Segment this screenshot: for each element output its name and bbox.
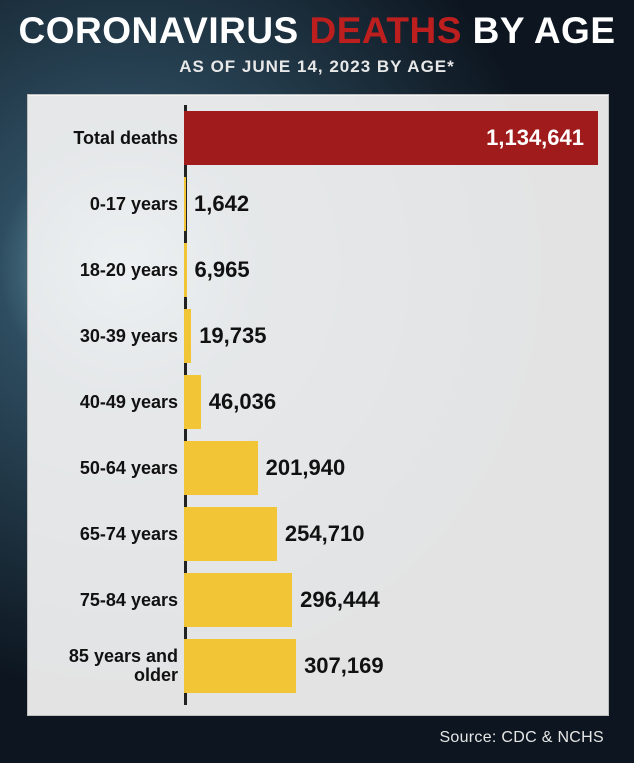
bar-row: Total deaths 1,134,641 xyxy=(28,105,608,171)
bar-value: 307,169 xyxy=(304,653,384,679)
bar-label: 40-49 years xyxy=(28,393,184,412)
bar-area: 46,036 xyxy=(184,369,600,435)
header: CORONAVIRUS DEATHS BY AGE AS OF JUNE 14,… xyxy=(0,0,634,77)
bar-label: 85 years and older xyxy=(28,647,184,685)
bar-area: 296,444 xyxy=(184,567,600,633)
bar-value: 19,735 xyxy=(199,323,266,349)
bar-area: 1,134,641 xyxy=(184,105,600,171)
bar-label: 75-84 years xyxy=(28,591,184,610)
page-title: CORONAVIRUS DEATHS BY AGE xyxy=(0,12,634,49)
bar xyxy=(184,573,292,627)
bar xyxy=(184,375,201,429)
bar-value: 201,940 xyxy=(266,455,346,481)
bar-value: 296,444 xyxy=(300,587,380,613)
bar-label: 0-17 years xyxy=(28,195,184,214)
bar-row: 75-84 years 296,444 xyxy=(28,567,608,633)
bar-value: 6,965 xyxy=(195,257,250,283)
bar-area: 254,710 xyxy=(184,501,600,567)
bar-label: 50-64 years xyxy=(28,459,184,478)
title-post: BY AGE xyxy=(462,10,616,51)
bar-row: 85 years and older 307,169 xyxy=(28,633,608,699)
title-highlight: DEATHS xyxy=(310,10,462,51)
title-pre: CORONAVIRUS xyxy=(18,10,309,51)
bar-total: 1,134,641 xyxy=(184,111,598,165)
bar-area: 307,169 xyxy=(184,633,600,699)
bar xyxy=(184,639,296,693)
bar-row: 50-64 years 201,940 xyxy=(28,435,608,501)
bar xyxy=(184,177,186,231)
bar-area: 201,940 xyxy=(184,435,600,501)
bar-area: 6,965 xyxy=(184,237,600,303)
bar xyxy=(184,507,277,561)
bar xyxy=(184,441,258,495)
bar-value: 254,710 xyxy=(285,521,365,547)
bar-row: 0-17 years 1,642 xyxy=(28,171,608,237)
bar-row: 40-49 years 46,036 xyxy=(28,369,608,435)
bar-label: 30-39 years xyxy=(28,327,184,346)
bar xyxy=(184,243,187,297)
bar-label: 18-20 years xyxy=(28,261,184,280)
bar-row: 18-20 years 6,965 xyxy=(28,237,608,303)
subtitle: AS OF JUNE 14, 2023 BY AGE* xyxy=(0,57,634,77)
bar-chart: Total deaths 1,134,641 0-17 years 1,642 18-2… xyxy=(28,105,608,705)
source-attribution: Source: CDC & NCHS xyxy=(439,729,604,747)
bar-area: 1,642 xyxy=(184,171,600,237)
bar-area: 19,735 xyxy=(184,303,600,369)
bar-label: 65-74 years xyxy=(28,525,184,544)
bar-row: 65-74 years 254,710 xyxy=(28,501,608,567)
chart-panel: Total deaths 1,134,641 0-17 years 1,642 18-2… xyxy=(27,94,609,716)
bar-label: Total deaths xyxy=(28,129,184,148)
bar-value: 1,134,641 xyxy=(486,125,584,151)
bar-value: 46,036 xyxy=(209,389,276,415)
bar xyxy=(184,309,191,363)
bar-value: 1,642 xyxy=(194,191,249,217)
bar-row: 30-39 years 19,735 xyxy=(28,303,608,369)
